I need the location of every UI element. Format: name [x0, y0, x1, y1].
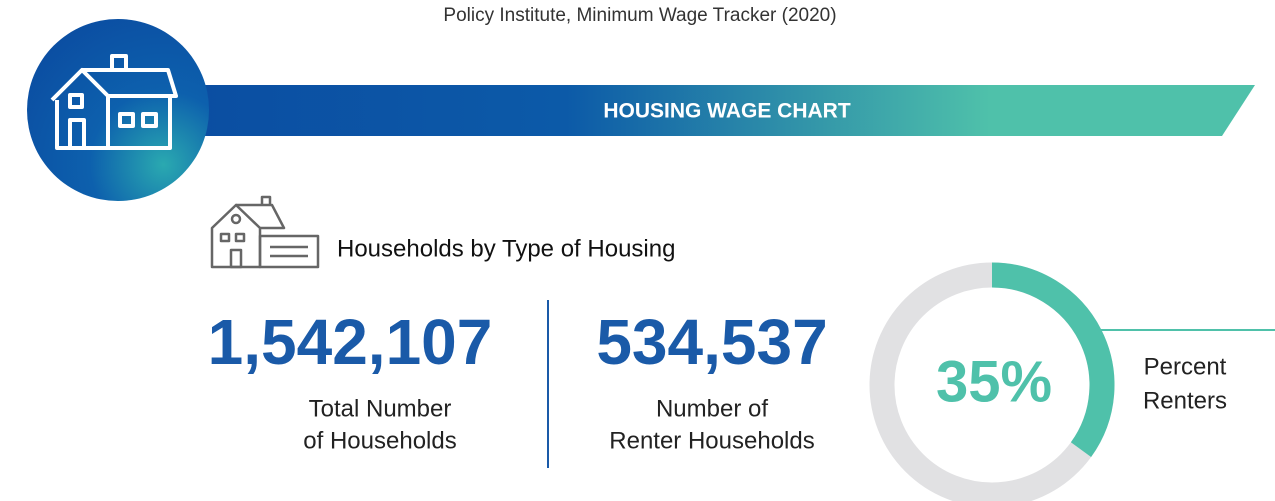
header-circle: [27, 19, 209, 201]
stat-label: of Households: [303, 427, 456, 454]
donut-caption: Percent: [1144, 353, 1227, 380]
donut-arc: [991, 262, 1115, 457]
house-icon: [50, 54, 178, 150]
donut-caption: Renters: [1143, 387, 1227, 414]
source: Policy Institute, Minimum Wage Tracker (…: [443, 5, 836, 26]
stat-value: 1,542,107: [208, 306, 493, 378]
stat-label: Renter Households: [609, 427, 814, 454]
banner: [195, 85, 1255, 136]
stat-value: 534,537: [596, 306, 827, 378]
donut-label: 35%: [936, 349, 1052, 414]
small-house-icon: [210, 195, 320, 269]
stat-label: Total Number: [309, 395, 452, 422]
section-title: Households by Type of Housing: [337, 235, 675, 262]
donut: [869, 262, 1115, 501]
banner-title: HOUSING WAGE CHART: [603, 100, 851, 123]
stat-label: Number of: [656, 395, 768, 422]
